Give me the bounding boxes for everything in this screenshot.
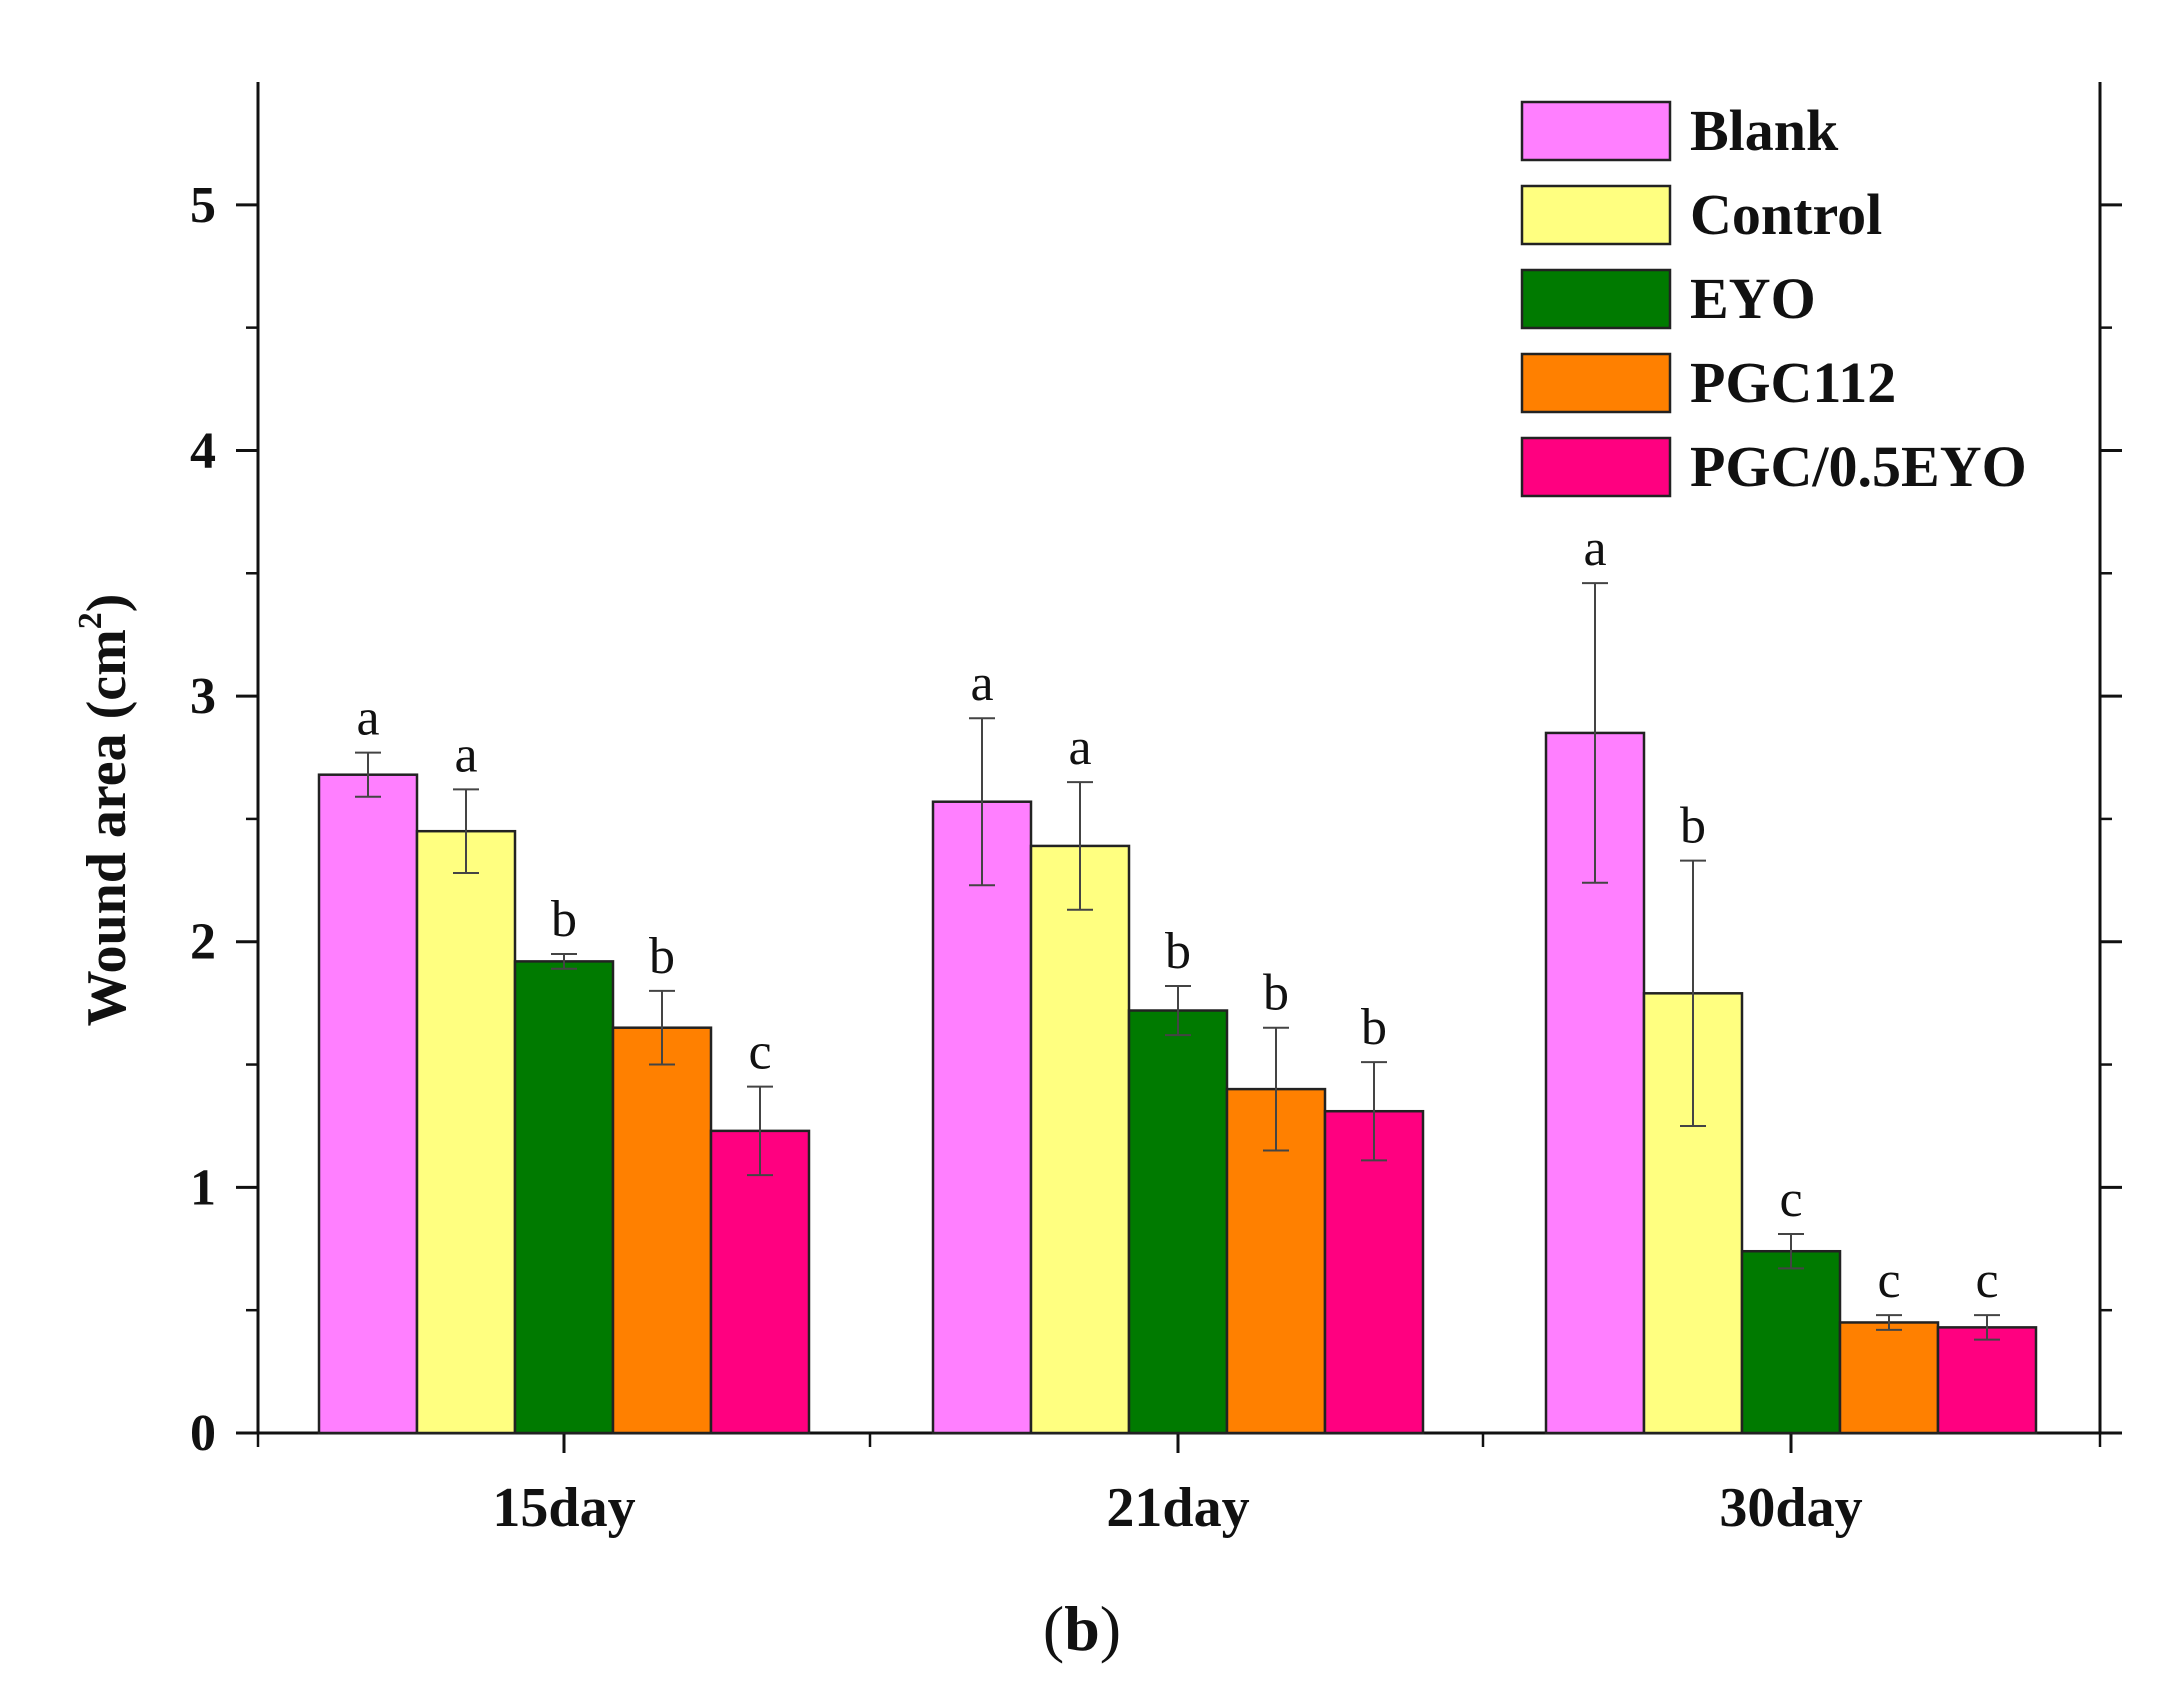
y-tick-label: 2 — [190, 914, 216, 971]
figure-caption: (b) — [1043, 1593, 1121, 1664]
significance-letter: b — [551, 891, 577, 948]
y-axis-label: Wound area (cm2) — [72, 594, 138, 1027]
x-tick-label: 30day — [1719, 1477, 1862, 1539]
legend-swatch — [1520, 352, 1672, 414]
significance-letter: a — [454, 726, 477, 783]
bar — [1936, 1326, 2038, 1435]
bar — [513, 960, 615, 1435]
significance-letter: a — [356, 690, 379, 747]
caption-open: ( — [1043, 1593, 1064, 1664]
significance-letter: c — [1779, 1171, 1802, 1228]
y-tick-label: 1 — [190, 1159, 216, 1216]
legend-swatch — [1520, 436, 1672, 498]
legend-label: EYO — [1690, 266, 1816, 331]
significance-letter: a — [1068, 719, 1091, 776]
y-axis-label-text: Wound area (cm — [76, 629, 138, 1026]
y-tick-label: 4 — [190, 422, 216, 479]
significance-letter: a — [1583, 520, 1606, 577]
significance-letter: b — [1165, 923, 1191, 980]
y-axis-label-suffix: ) — [76, 594, 138, 613]
legend-label: Blank — [1690, 98, 1839, 163]
axes: 0 1 2 3 4 5 15day 21day 30day — [190, 82, 2122, 1539]
significance-letter: c — [748, 1024, 771, 1081]
significance-letter: b — [1680, 798, 1706, 855]
bar — [709, 1129, 811, 1435]
legend-swatch — [1520, 100, 1672, 162]
bar — [611, 1026, 713, 1435]
bar — [415, 829, 517, 1435]
significance-letter: c — [1877, 1252, 1900, 1309]
legend-swatch — [1520, 268, 1672, 330]
caption-close: ) — [1100, 1593, 1121, 1664]
bar — [1323, 1109, 1425, 1435]
significance-letter: a — [970, 655, 993, 712]
legend-label: Control — [1690, 182, 1882, 247]
bar — [1127, 1009, 1229, 1435]
y-axis-label-superscript: 2 — [72, 612, 109, 629]
legend-label: PGC112 — [1690, 350, 1896, 415]
significance-letter: b — [1361, 999, 1387, 1056]
legend-label: PGC/0.5EYO — [1690, 434, 2027, 499]
legend-swatch — [1520, 184, 1672, 246]
bar — [1029, 844, 1131, 1435]
bar — [1838, 1321, 1940, 1435]
y-tick-label: 0 — [190, 1405, 216, 1462]
bars: a a a a a b b b c b b c c b c — [317, 520, 2038, 1435]
bar — [1740, 1249, 1842, 1435]
y-tick-label: 5 — [190, 177, 216, 234]
caption-letter: b — [1064, 1593, 1100, 1664]
x-tick-label: 21day — [1106, 1477, 1249, 1539]
significance-letter: b — [649, 928, 675, 985]
legend: Blank Control EYO PGC112 PGC/0.5EYO — [1520, 98, 2027, 499]
bar — [931, 800, 1033, 1435]
x-tick-label: 15day — [492, 1477, 635, 1539]
significance-letter: b — [1263, 965, 1289, 1022]
bar — [317, 773, 419, 1435]
significance-letter: c — [1975, 1252, 1998, 1309]
y-tick-label: 3 — [190, 668, 216, 725]
